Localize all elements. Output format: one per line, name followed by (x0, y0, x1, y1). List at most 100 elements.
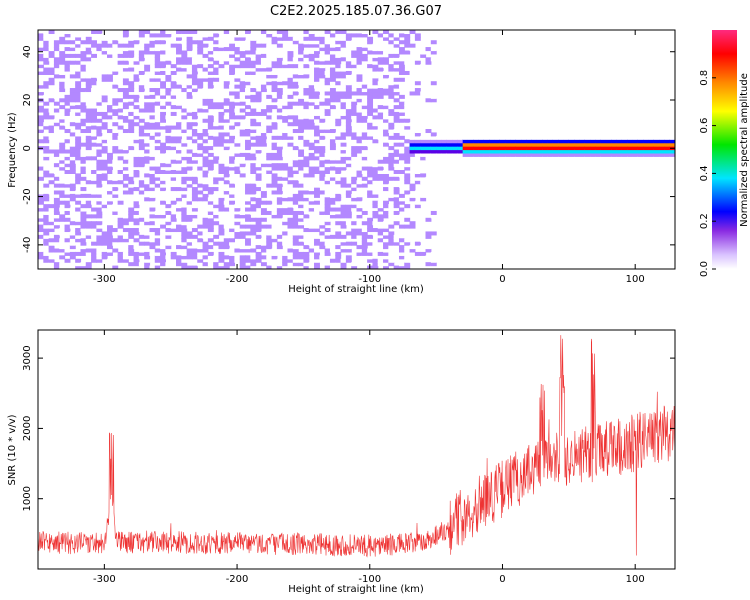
spectrogram-cell (96, 98, 103, 103)
spectrogram-cell (181, 238, 188, 243)
spectrogram-cell (43, 210, 50, 215)
spectrogram-cell (101, 193, 108, 198)
spectrogram-cell (409, 183, 416, 188)
spectrogram-cell (367, 105, 374, 110)
spectrogram-cell (351, 111, 358, 116)
spectrogram-cell (202, 183, 209, 188)
spectrogram-cell (149, 125, 156, 130)
spectrogram-cell (191, 187, 198, 192)
spectrogram-cell (255, 57, 262, 62)
spectrogram-cell (621, 149, 628, 154)
spectrogram-cell (526, 152, 533, 157)
spectrogram-cell (191, 50, 198, 55)
spectrogram-cell (303, 94, 310, 99)
spectrogram-cell (59, 115, 66, 120)
spectrogram-cell (239, 74, 246, 79)
spectrogram-cell (356, 135, 363, 140)
spectrogram-cell (250, 166, 257, 171)
spectrogram-cell (181, 122, 188, 127)
spectrogram-cell (69, 98, 76, 103)
spectrogram-cell (351, 200, 358, 205)
spectrogram-cell (223, 190, 230, 195)
spectrogram-cell (133, 214, 140, 219)
spectrogram-cell (69, 53, 76, 58)
spectrogram-cell (202, 221, 209, 226)
spectrogram-cell (255, 200, 262, 205)
spectrogram-cell (122, 183, 129, 188)
spectrogram-cell (345, 33, 352, 38)
spectrogram-cell (308, 152, 315, 157)
spectrogram-cell (181, 30, 188, 35)
spectrogram-cell (579, 135, 586, 140)
spectrogram-cell (414, 98, 421, 103)
spectrogram-cell (85, 129, 92, 134)
spectrogram-cell (510, 142, 517, 147)
spectrogram-cell (298, 88, 305, 93)
spectrogram-cell (186, 214, 193, 219)
spectrogram-cell (372, 139, 379, 144)
spectrogram-cell (377, 105, 384, 110)
spectrogram-cell (282, 255, 289, 260)
spectrogram-cell (298, 50, 305, 55)
spectrogram-cell (637, 135, 644, 140)
spectrogram-cell (292, 146, 299, 151)
y-tick-label: -20 (22, 188, 33, 204)
spectrogram-cell (505, 135, 512, 140)
spectrogram-cell (191, 111, 198, 116)
spectrogram-cell (542, 135, 549, 140)
spectrogram-cell (552, 101, 559, 106)
spectrogram-cell (69, 231, 76, 236)
spectrogram-cell (361, 98, 368, 103)
spectrogram-cell (404, 125, 411, 130)
spectrogram-cell (170, 91, 177, 96)
spectrogram-cell (112, 91, 119, 96)
spectrogram-cell (80, 94, 87, 99)
spectrogram-cell (266, 70, 273, 75)
spectrogram-cell (43, 152, 50, 157)
spectrogram-cell (361, 84, 368, 89)
spectrogram-cell (144, 234, 151, 239)
spectrogram-cell (191, 105, 198, 110)
spectrogram-cell (351, 53, 358, 58)
spectrogram-cell (85, 146, 92, 151)
spectrogram-cell (144, 47, 151, 52)
spectrogram-cell (239, 173, 246, 178)
spectrogram-cell (213, 234, 220, 239)
spectrogram-cell (191, 142, 198, 147)
spectrogram-cell (160, 111, 166, 116)
spectrogram-cell (138, 159, 145, 164)
spectrogram-cell (144, 67, 151, 72)
spectrogram-cell (430, 214, 437, 219)
spectrogram-cell (245, 258, 251, 263)
spectrogram-cell (653, 156, 660, 161)
spectrogram-cell (48, 53, 55, 58)
spectrogram-cell (367, 74, 374, 79)
spectrogram-cell (133, 77, 140, 82)
spectrogram-cell (319, 53, 326, 58)
spectrogram-cell (372, 108, 379, 113)
spectrogram-cell (563, 152, 570, 157)
spectrogram-cell (308, 98, 315, 103)
spectrogram-cell (181, 255, 188, 260)
spectrogram-cell (117, 149, 124, 154)
spectrogram-cell (361, 169, 368, 174)
spectrogram-cell (80, 64, 87, 69)
spectrogram-cell (69, 238, 76, 243)
spectrogram-cell (43, 166, 50, 171)
spectrogram-cell (213, 207, 220, 212)
spectrogram-cell (176, 36, 182, 41)
spectrogram-cell (643, 231, 650, 236)
spectrogram-cell (170, 57, 177, 62)
spectrogram-cell (43, 125, 50, 130)
spectrogram-cell (176, 258, 182, 263)
spectrogram-cell (133, 135, 140, 140)
spectrogram-cell (245, 166, 251, 171)
spectrogram-cell (266, 166, 273, 171)
spectrogram-cell (260, 30, 267, 35)
spectrogram-cell (59, 108, 66, 113)
spectrogram-cell (149, 135, 156, 140)
spectrogram-cell (218, 30, 225, 35)
spectrogram-cell (186, 125, 193, 130)
spectrogram-cell (80, 204, 87, 209)
spectrogram-cell (383, 251, 389, 256)
